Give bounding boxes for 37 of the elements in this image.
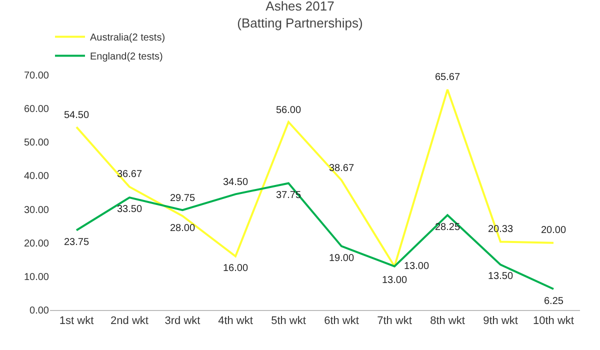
data-label: 34.50 xyxy=(223,177,248,188)
data-label: 20.00 xyxy=(541,225,566,236)
x-tick-label: 9th wkt xyxy=(483,315,518,328)
x-tick-label: 1st wkt xyxy=(59,315,94,328)
data-label: 16.00 xyxy=(223,263,248,274)
data-label: 6.25 xyxy=(544,296,564,307)
data-label: 33.50 xyxy=(117,204,142,215)
x-tick-label: 4th wkt xyxy=(218,315,253,328)
y-tick-label: 50.00 xyxy=(24,138,50,149)
chart-title: Ashes 2017 (Batting Partnerships) xyxy=(237,0,363,30)
x-tick-label: 8th wkt xyxy=(430,315,465,328)
x-tick-label: 6th wkt xyxy=(324,315,359,328)
x-tick-label: 3rd wkt xyxy=(164,315,200,328)
y-tick-label: 10.00 xyxy=(24,272,50,283)
x-tick-label: 5th wkt xyxy=(271,315,306,328)
y-tick-label: 0.00 xyxy=(30,306,50,316)
y-tick-label: 40.00 xyxy=(24,171,50,182)
legend-label: England(2 tests) xyxy=(90,52,163,63)
y-tick-label: 60.00 xyxy=(24,104,50,116)
data-label: 13.00 xyxy=(404,261,430,272)
data-label: 56.00 xyxy=(276,105,302,116)
data-label: 13.00 xyxy=(382,275,408,286)
y-tick-label: 70.00 xyxy=(24,70,50,82)
data-label: 65.67 xyxy=(435,72,460,83)
legend-label: Australia(2 tests) xyxy=(90,32,166,44)
data-label: 19.00 xyxy=(329,253,354,264)
data-label: 23.75 xyxy=(64,237,90,248)
y-tick-label: 20.00 xyxy=(24,238,50,250)
data-label: 28.25 xyxy=(435,222,460,233)
x-tick-label: 10th wkt xyxy=(533,315,574,328)
x-tick-label: 7th wkt xyxy=(377,315,412,328)
data-label: 28.00 xyxy=(170,223,196,234)
data-label: 54.50 xyxy=(64,110,90,121)
data-label: 29.75 xyxy=(170,193,196,204)
data-label: 13.50 xyxy=(488,271,514,282)
x-tick-label: 2nd wkt xyxy=(110,315,148,328)
y-tick-label: 30.00 xyxy=(24,204,50,216)
